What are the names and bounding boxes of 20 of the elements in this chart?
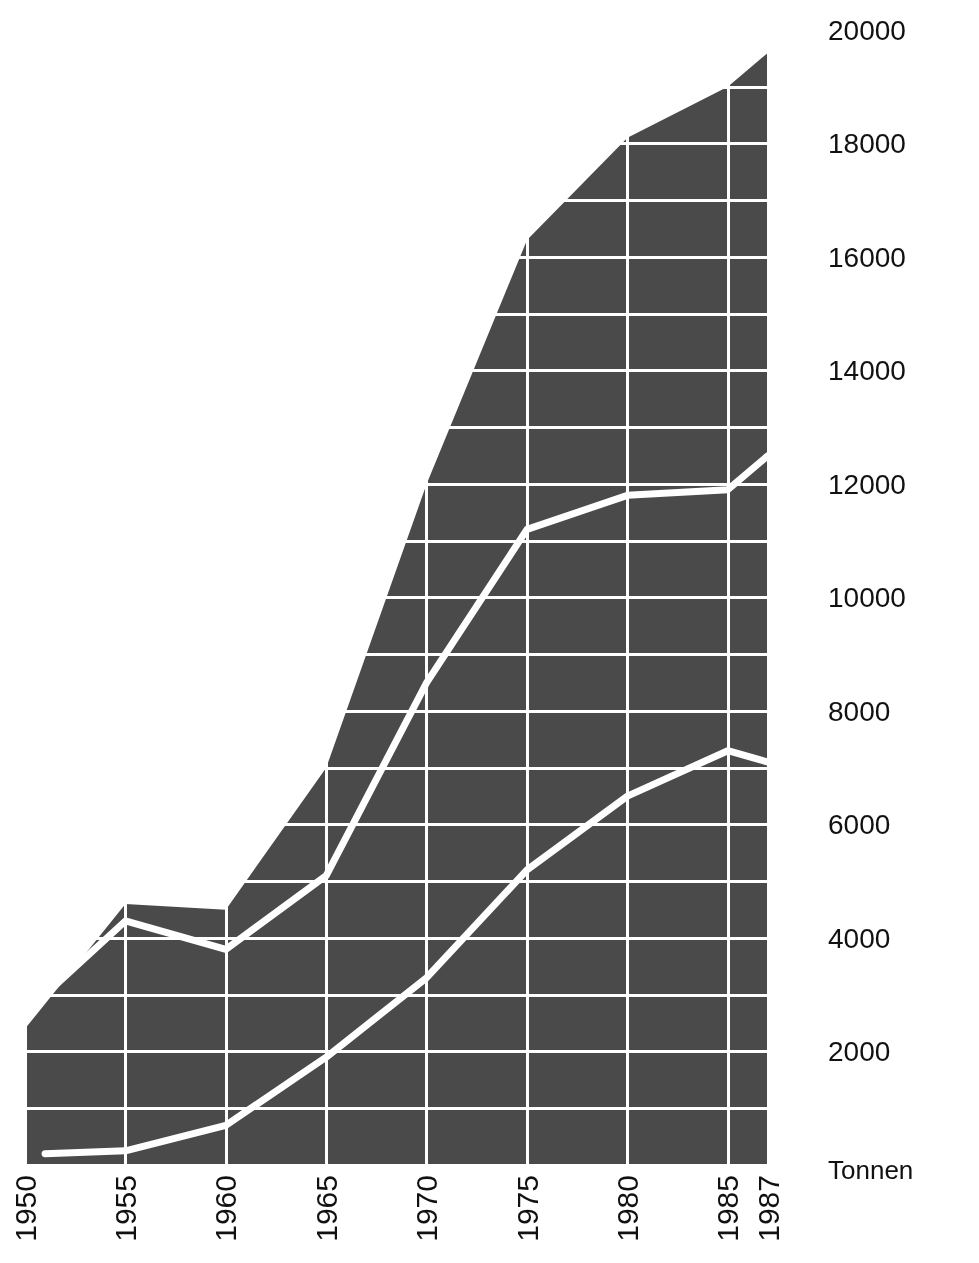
x-tick-label: 1980 bbox=[610, 1175, 644, 1242]
x-tick-label: 1975 bbox=[510, 1175, 544, 1242]
x-tick-label: 1955 bbox=[108, 1175, 142, 1242]
x-tick-label: 1960 bbox=[209, 1175, 243, 1242]
y-tick-label: 12000 bbox=[828, 468, 906, 500]
x-tick-label: 1950 bbox=[8, 1175, 42, 1242]
y-tick-label: 6000 bbox=[828, 809, 891, 840]
y-tick-label: 16000 bbox=[828, 241, 906, 273]
y-tick-label: 10000 bbox=[828, 582, 906, 613]
x-tick-label: 1985 bbox=[711, 1175, 745, 1242]
y-tick-label: 2000 bbox=[828, 1036, 891, 1067]
x-tick-label: 1970 bbox=[410, 1175, 444, 1242]
y-tick-label: 20000 bbox=[828, 14, 906, 46]
x-tick-label: 1965 bbox=[309, 1175, 343, 1242]
y-tick-label: 14000 bbox=[828, 355, 906, 386]
y-axis-title: Tonnen bbox=[828, 1155, 914, 1185]
y-tick-label: 18000 bbox=[828, 128, 906, 159]
y-tick-label: 4000 bbox=[828, 922, 891, 954]
x-tick-label: 1987 bbox=[751, 1175, 785, 1242]
y-tick-label: 8000 bbox=[828, 695, 891, 727]
